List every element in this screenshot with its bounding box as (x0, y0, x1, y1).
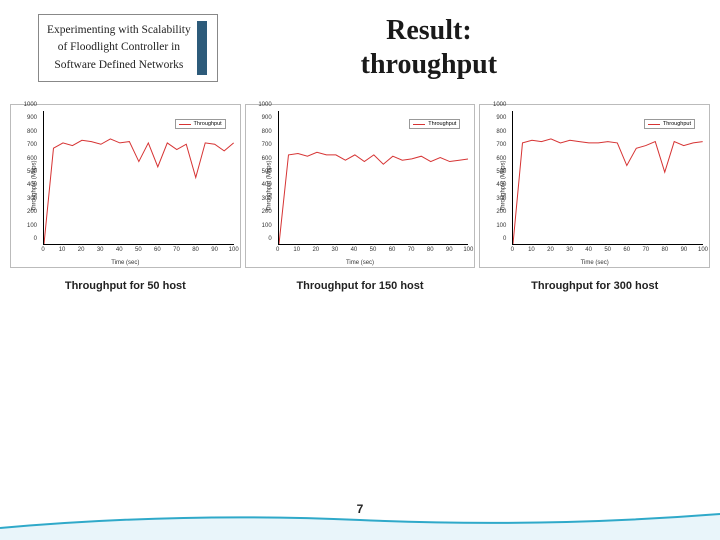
y-tick: 1000 (258, 102, 271, 108)
chart-area: 0100200300400500600700800900100001020304… (10, 104, 241, 268)
x-tick: 100 (463, 247, 473, 253)
y-tick: 100 (262, 223, 272, 229)
x-tick: 0 (276, 247, 279, 253)
x-tick: 50 (370, 247, 377, 253)
y-tick: 700 (262, 142, 272, 148)
x-tick: 90 (681, 247, 688, 253)
title-box-text: Experimenting with Scalability of Floodl… (47, 22, 191, 74)
y-tick: 800 (262, 129, 272, 135)
x-tick: 50 (135, 247, 142, 253)
x-tick: 30 (332, 247, 339, 253)
chart-area: 0100200300400500600700800900100001020304… (245, 104, 476, 268)
x-tick: 100 (229, 247, 239, 253)
chart-0: 0100200300400500600700800900100001020304… (10, 104, 241, 292)
title-box: Experimenting with Scalability of Floodl… (38, 14, 218, 82)
main-title-line1: Result: (218, 14, 640, 48)
y-tick: 0 (34, 236, 37, 242)
x-tick: 80 (662, 247, 669, 253)
x-tick: 0 (41, 247, 44, 253)
x-axis-label: Time (sec) (111, 260, 139, 266)
chart-caption: Throughput for 300 host (479, 280, 710, 292)
y-tick: 100 (496, 223, 506, 229)
accent-bar (197, 21, 207, 75)
x-tick: 40 (116, 247, 123, 253)
series-line (44, 111, 234, 244)
page-title: Result: throughput (218, 14, 700, 81)
chart-1: 0100200300400500600700800900100001020304… (245, 104, 476, 292)
y-tick: 700 (27, 142, 37, 148)
legend-swatch (413, 124, 425, 125)
x-tick: 30 (566, 247, 573, 253)
chart-caption: Throughput for 150 host (245, 280, 476, 292)
x-tick: 20 (312, 247, 319, 253)
plot-area: Throughput (512, 111, 703, 245)
x-axis-label: Time (sec) (346, 260, 374, 266)
x-tick: 70 (408, 247, 415, 253)
y-axis-label: Throughput (Mbps) (501, 160, 507, 211)
x-tick: 90 (446, 247, 453, 253)
title-line2: of Floodlight Controller in (47, 39, 191, 56)
y-tick: 0 (503, 236, 506, 242)
y-tick: 100 (27, 223, 37, 229)
x-tick: 40 (351, 247, 358, 253)
x-axis-label: Time (sec) (581, 260, 609, 266)
x-tick: 60 (389, 247, 396, 253)
x-tick: 20 (78, 247, 85, 253)
x-tick: 10 (528, 247, 535, 253)
x-tick: 40 (585, 247, 592, 253)
plot-area: Throughput (278, 111, 469, 245)
x-tick: 80 (427, 247, 434, 253)
legend-label: Throughput (663, 121, 691, 127)
y-tick: 700 (496, 142, 506, 148)
y-tick: 1000 (493, 102, 506, 108)
x-tick: 0 (511, 247, 514, 253)
y-tick: 1000 (24, 102, 37, 108)
x-tick: 60 (623, 247, 630, 253)
x-tick: 80 (192, 247, 199, 253)
chart-legend: Throughput (175, 119, 226, 129)
legend-label: Throughput (194, 121, 222, 127)
x-tick: 50 (604, 247, 611, 253)
chart-2: 0100200300400500600700800900100001020304… (479, 104, 710, 292)
legend-swatch (179, 124, 191, 125)
plot-area: Throughput (43, 111, 234, 245)
legend-swatch (648, 124, 660, 125)
y-tick: 800 (496, 129, 506, 135)
y-tick: 900 (27, 115, 37, 121)
x-tick: 10 (59, 247, 66, 253)
title-line1: Experimenting with Scalability (47, 22, 191, 39)
y-tick: 900 (496, 115, 506, 121)
chart-legend: Throughput (644, 119, 695, 129)
y-tick: 0 (268, 236, 271, 242)
x-tick: 100 (698, 247, 708, 253)
main-title-line2: throughput (218, 48, 640, 82)
x-tick: 60 (154, 247, 161, 253)
chart-legend: Throughput (409, 119, 460, 129)
x-tick: 70 (642, 247, 649, 253)
chart-caption: Throughput for 50 host (10, 280, 241, 292)
series-line (279, 111, 469, 244)
chart-area: 0100200300400500600700800900100001020304… (479, 104, 710, 268)
legend-label: Throughput (428, 121, 456, 127)
y-axis-label: Throughput (Mbps) (266, 160, 272, 211)
x-tick: 90 (211, 247, 218, 253)
y-axis-label: Throughput (Mbps) (32, 160, 38, 211)
x-tick: 10 (293, 247, 300, 253)
charts-row: 0100200300400500600700800900100001020304… (0, 82, 720, 292)
x-tick: 20 (547, 247, 554, 253)
title-line3: Software Defined Networks (47, 57, 191, 74)
x-tick: 70 (173, 247, 180, 253)
series-line (513, 111, 703, 244)
footer-curve (0, 510, 720, 540)
y-tick: 800 (27, 129, 37, 135)
y-tick: 900 (262, 115, 272, 121)
x-tick: 30 (97, 247, 104, 253)
